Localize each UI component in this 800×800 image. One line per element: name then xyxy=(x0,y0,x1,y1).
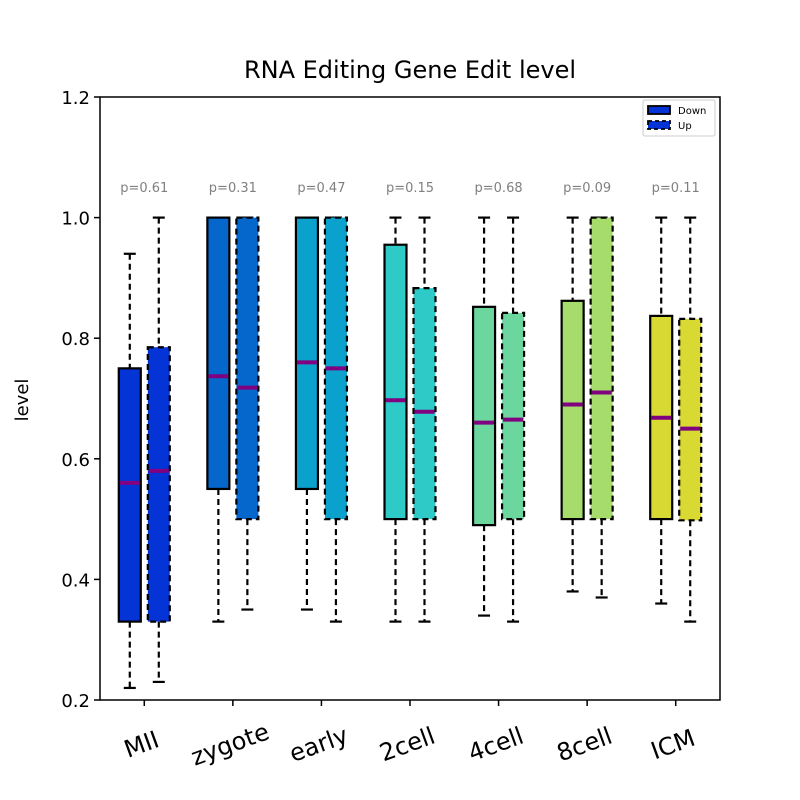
x-tick-label: 4cell xyxy=(464,722,527,768)
p-value-label: p=0.11 xyxy=(652,181,700,196)
y-tick-label: 1.2 xyxy=(61,88,90,109)
legend-swatch-up xyxy=(647,120,671,130)
box-down-2cell xyxy=(383,243,408,521)
p-value-label: p=0.47 xyxy=(297,181,345,196)
p-value-label: p=0.15 xyxy=(386,181,434,196)
p-value-label: p=0.68 xyxy=(475,181,523,196)
x-tick-label: ICM xyxy=(647,724,698,766)
x-tick-label: 2cell xyxy=(376,722,439,768)
box-up-4cell xyxy=(500,311,526,521)
x-tick-label: MII xyxy=(120,725,162,763)
legend-label-up: Up xyxy=(678,121,692,132)
y-tick-label: 0.2 xyxy=(61,691,90,712)
x-tick-label: early xyxy=(286,721,352,768)
chart-title: RNA Editing Gene Edit level xyxy=(244,56,576,84)
y-tick-label: 0.4 xyxy=(61,570,90,591)
box-down-zygote xyxy=(206,216,231,491)
x-tick-label: 8cell xyxy=(553,722,616,768)
box-up-zygote xyxy=(235,216,260,521)
p-value-label: p=0.61 xyxy=(120,181,168,196)
plot-area: 0.2 0.4 0.6 0.8 1.0 1.2 MII p=0.61 zygote p=0.31 e… xyxy=(61,88,721,771)
legend-label-down: Down xyxy=(678,106,706,117)
y-tick-label: 0.6 xyxy=(61,450,90,471)
p-value-label: p=0.09 xyxy=(563,181,611,196)
legend: Down Up xyxy=(642,99,716,137)
y-tick-label: 0.8 xyxy=(61,329,90,350)
box-down-8cell xyxy=(560,299,585,521)
box-up-ICM xyxy=(678,317,703,522)
box-up-2cell xyxy=(412,287,437,521)
y-axis-label: level xyxy=(12,379,33,422)
box-up-8cell xyxy=(589,216,614,521)
box-down-MII xyxy=(117,367,142,623)
x-tick-label: zygote xyxy=(187,717,273,771)
legend-swatch-down xyxy=(647,105,671,115)
box-down-4cell xyxy=(471,305,497,527)
p-value-label: p=0.31 xyxy=(209,181,257,196)
box-up-MII xyxy=(146,346,171,623)
box-down-early xyxy=(294,216,320,491)
y-tick-label: 1.0 xyxy=(61,209,90,230)
